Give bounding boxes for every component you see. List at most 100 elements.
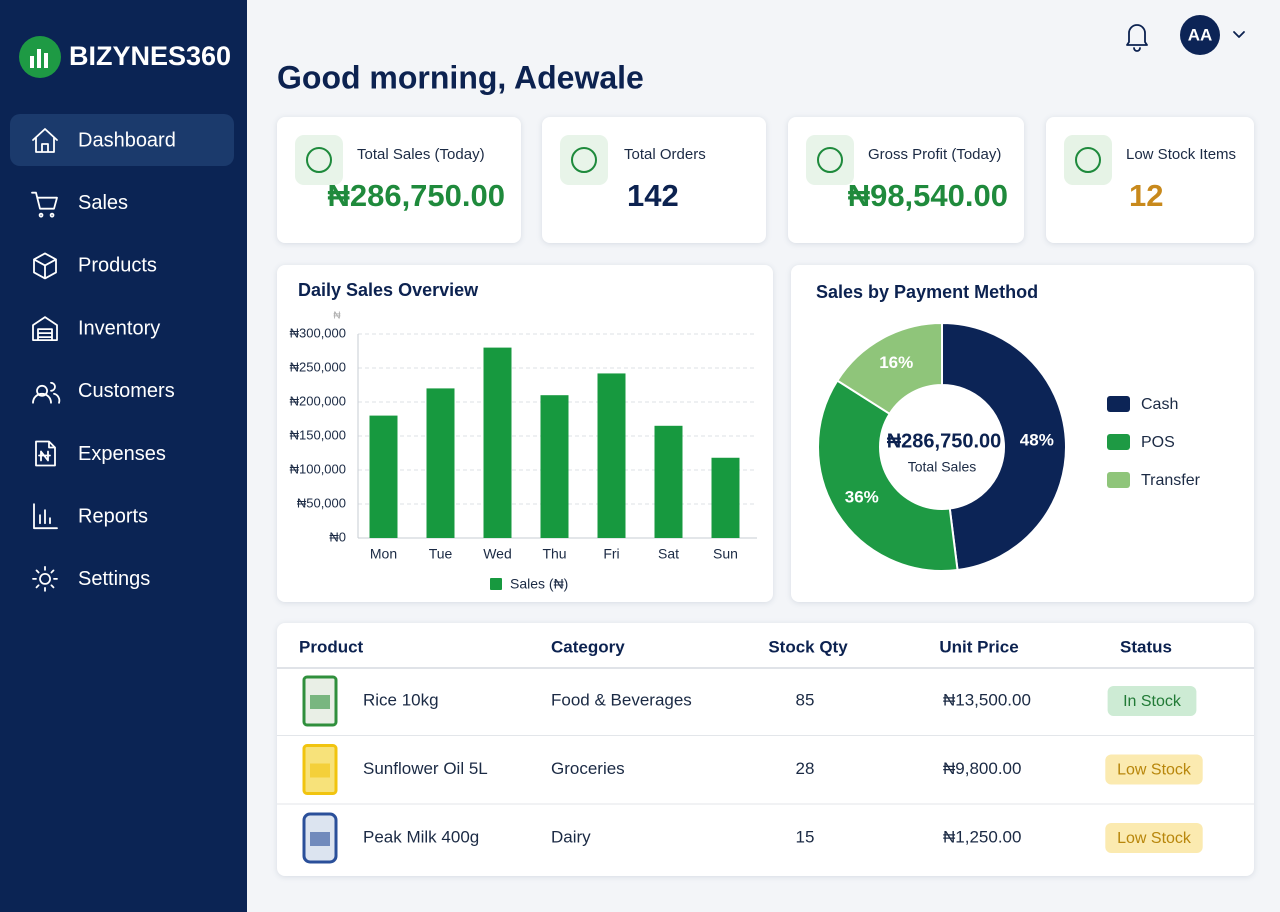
bar — [540, 395, 569, 538]
legend-swatch — [1107, 434, 1130, 450]
center-value: ₦286,750.00 — [887, 430, 1002, 452]
kpi-icon-bg — [806, 135, 854, 185]
kpi-icon — [306, 147, 332, 173]
cell: Groceries — [551, 759, 625, 778]
status-badge — [1105, 754, 1203, 785]
nav-item[interactable]: Dashboard — [78, 129, 176, 151]
nav-icon — [31, 191, 58, 218]
pie-title: Sales by Payment Method — [816, 282, 1038, 302]
nav-icon — [32, 316, 58, 342]
column-header: Unit Price — [939, 637, 1018, 656]
center-label: Total Sales — [908, 459, 976, 475]
legend-swatch — [490, 578, 502, 590]
bar — [483, 347, 512, 538]
y-axis-label: ₦ — [333, 311, 341, 322]
status-label: Low Stock — [1117, 830, 1192, 847]
pie-slice — [817, 379, 959, 572]
column-header: Status — [1120, 637, 1172, 656]
legend-swatch — [1107, 472, 1130, 488]
cell: ₦13,500.00 — [943, 690, 1031, 709]
status-badge — [1105, 823, 1203, 853]
x-tick-label: Wed — [483, 546, 512, 562]
greeting: Good morning, Adewale — [277, 59, 644, 95]
nav-item[interactable]: Inventory — [78, 317, 160, 339]
product-image-label — [310, 695, 330, 709]
kpi-value: ₦286,750.00 — [327, 178, 505, 213]
cell: Peak Milk 400g — [363, 827, 479, 846]
avatar-chevron[interactable] — [1233, 31, 1245, 38]
pie-slice — [835, 321, 943, 416]
kpi-label: Total Orders — [624, 146, 706, 163]
column-header: Product — [299, 637, 364, 656]
nav-icon — [32, 128, 58, 153]
kpi-icon-bg — [295, 135, 343, 185]
cell: Dairy — [551, 827, 591, 846]
x-tick-label: Thu — [542, 546, 566, 562]
product-image-label — [310, 763, 330, 778]
cell: 15 — [796, 827, 815, 846]
y-tick-label: ₦0 — [329, 529, 346, 544]
nav: Dashboard Sales Products Inventory Customers… — [31, 128, 176, 592]
nav-item[interactable]: Products — [78, 255, 157, 277]
kpi-value: ₦98,540.00 — [848, 178, 1008, 213]
x-tick-label: Fri — [603, 546, 619, 562]
x-tick-label: Sat — [658, 546, 679, 562]
bar — [654, 425, 683, 538]
bell-icon[interactable] — [1126, 24, 1148, 52]
cell: Rice 10kg — [363, 690, 439, 709]
cell: Food & Beverages — [551, 690, 692, 709]
y-tick-label: ₦150,000 — [290, 427, 346, 442]
slice-label: 48% — [1020, 431, 1054, 450]
y-tick-label: ₦50,000 — [297, 495, 346, 510]
y-tick-label: ₦100,000 — [290, 461, 346, 476]
bar-chart: ₦0 ₦50,000 ₦100,000 ₦150,000 ₦200,000 ₦250,00… — [290, 325, 757, 592]
bar — [711, 457, 740, 538]
kpi-label: Gross Profit (Today) — [868, 146, 1001, 163]
kpi-value: 12 — [1129, 178, 1163, 213]
avatar[interactable] — [1180, 15, 1220, 55]
product-image-label — [310, 832, 330, 846]
nav-icon — [32, 566, 58, 592]
nav-item[interactable]: Sales — [78, 192, 128, 214]
nav-item[interactable]: Expenses — [78, 443, 166, 465]
product-table: Product Category Stock Qty Unit Price Status… — [277, 637, 1254, 864]
legend-label: Sales (₦) — [510, 576, 568, 592]
kpi-label: Total Sales (Today) — [357, 146, 485, 163]
nav-item[interactable]: Customers — [78, 380, 175, 402]
x-tick-label: Sun — [713, 546, 738, 562]
column-header: Stock Qty — [768, 637, 848, 656]
brand-name: BIZYNES360 — [69, 41, 231, 71]
cell: ₦9,800.00 — [943, 759, 1021, 778]
kpi-icon-bg — [560, 135, 608, 185]
status-label: Low Stock — [1117, 762, 1192, 779]
kpi-icon — [571, 147, 597, 173]
kpi-icon-bg — [1064, 135, 1112, 185]
x-tick-label: Mon — [370, 546, 397, 562]
y-tick-label: ₦300,000 — [290, 325, 346, 340]
nav-icon — [33, 252, 57, 280]
cell: ₦1,250.00 — [943, 827, 1021, 846]
legend-label: Transfer — [1141, 472, 1201, 489]
cell: 85 — [796, 690, 815, 709]
status-badge — [1107, 686, 1197, 716]
column-header: Category — [551, 637, 625, 656]
y-tick-label: ₦250,000 — [290, 359, 346, 374]
nav-icon — [33, 503, 58, 530]
bar — [369, 415, 398, 538]
y-tick-label: ₦200,000 — [290, 393, 346, 408]
kpi-label: Low Stock Items — [1126, 146, 1236, 163]
table-card — [277, 623, 1254, 876]
kpi-icon — [817, 147, 843, 173]
kpi-icon — [1075, 147, 1101, 173]
nav-item[interactable]: Reports — [78, 505, 148, 527]
avatar-initials: AA — [1188, 25, 1213, 44]
nav-item[interactable]: Settings — [78, 568, 150, 590]
x-tick-label: Tue — [429, 546, 453, 562]
bar — [426, 388, 455, 538]
nav-icon — [32, 381, 61, 404]
bar-card — [277, 265, 773, 602]
pie-slice — [941, 321, 1067, 572]
legend-label: Cash — [1141, 396, 1178, 413]
kpi-row: Total Sales (Today) ₦286,750.00 Total Orde… — [277, 117, 1254, 243]
